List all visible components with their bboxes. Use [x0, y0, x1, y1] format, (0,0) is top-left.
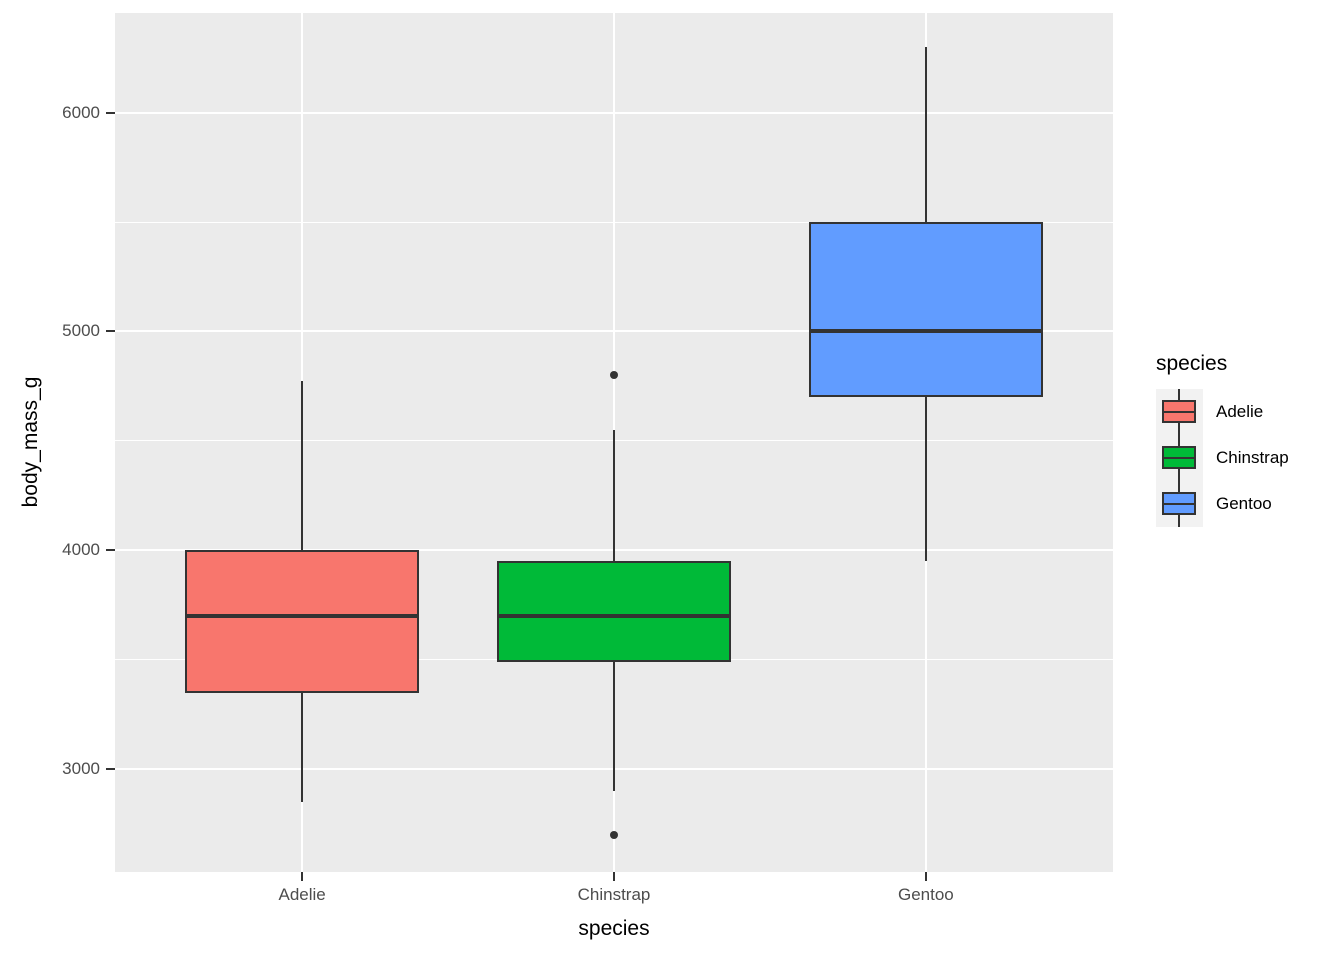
legend-key-median-line [1164, 503, 1194, 505]
median-line [497, 613, 731, 618]
outlier-point [610, 371, 618, 380]
legend-title: species [1156, 352, 1228, 375]
y-axis-title: body_mass_g [19, 376, 42, 508]
legend-item-adelie: Adelie [1156, 389, 1289, 435]
y-axis-tick [106, 549, 115, 552]
gridline-horizontal-minor [115, 221, 1113, 223]
legend-key-swatch [1156, 481, 1203, 527]
legend-key-median-line [1164, 457, 1194, 459]
x-axis-tick [613, 872, 615, 881]
x-tick-label: Adelie [278, 885, 326, 904]
legend-key-box [1162, 400, 1196, 423]
plot-panel [115, 13, 1113, 872]
x-tick-label: Chinstrap [577, 885, 651, 904]
legend-key-swatch [1156, 435, 1203, 481]
legend-label: Adelie [1216, 402, 1264, 421]
legend-keys: Adelie Chinstrap Gentoo [1156, 389, 1289, 527]
y-tick-label: 4000 [62, 540, 100, 560]
legend-item-chinstrap: Chinstrap [1156, 435, 1289, 481]
x-axis-tick [924, 872, 927, 881]
x-axis-tick [301, 872, 304, 881]
y-axis-tick [106, 111, 115, 114]
legend-label: Gentoo [1216, 494, 1272, 513]
legend-item-gentoo: Gentoo [1156, 481, 1289, 527]
gridline-horizontal-major [115, 330, 1113, 333]
box-chinstrap [497, 561, 731, 663]
legend-key-median-line [1164, 411, 1194, 413]
whisker-lower [924, 397, 927, 562]
y-tick-label: 6000 [62, 102, 100, 122]
median-line [185, 613, 420, 618]
legend-key-box [1162, 446, 1196, 469]
outlier-point [610, 830, 618, 839]
whisker-upper [301, 380, 304, 551]
legend-label: Chinstrap [1216, 448, 1289, 467]
y-axis-tick [106, 768, 115, 771]
x-tick-label: Gentoo [897, 885, 954, 904]
y-axis-tick [106, 330, 115, 333]
whisker-upper [924, 46, 927, 222]
legend-key-box [1162, 492, 1196, 515]
gridline-horizontal-major [115, 111, 1113, 114]
y-tick-label: 3000 [62, 759, 100, 779]
legend: species Adelie Chinstrap Gentoo [1156, 352, 1289, 527]
x-axis-title: species [578, 917, 650, 940]
whisker-lower [301, 692, 304, 802]
whisker-upper [613, 429, 615, 562]
box-gentoo [808, 222, 1043, 398]
whisker-lower [613, 662, 615, 791]
box-adelie [185, 550, 420, 693]
y-tick-label: 5000 [62, 321, 100, 341]
legend-key-swatch [1156, 389, 1203, 435]
median-line [808, 329, 1043, 334]
